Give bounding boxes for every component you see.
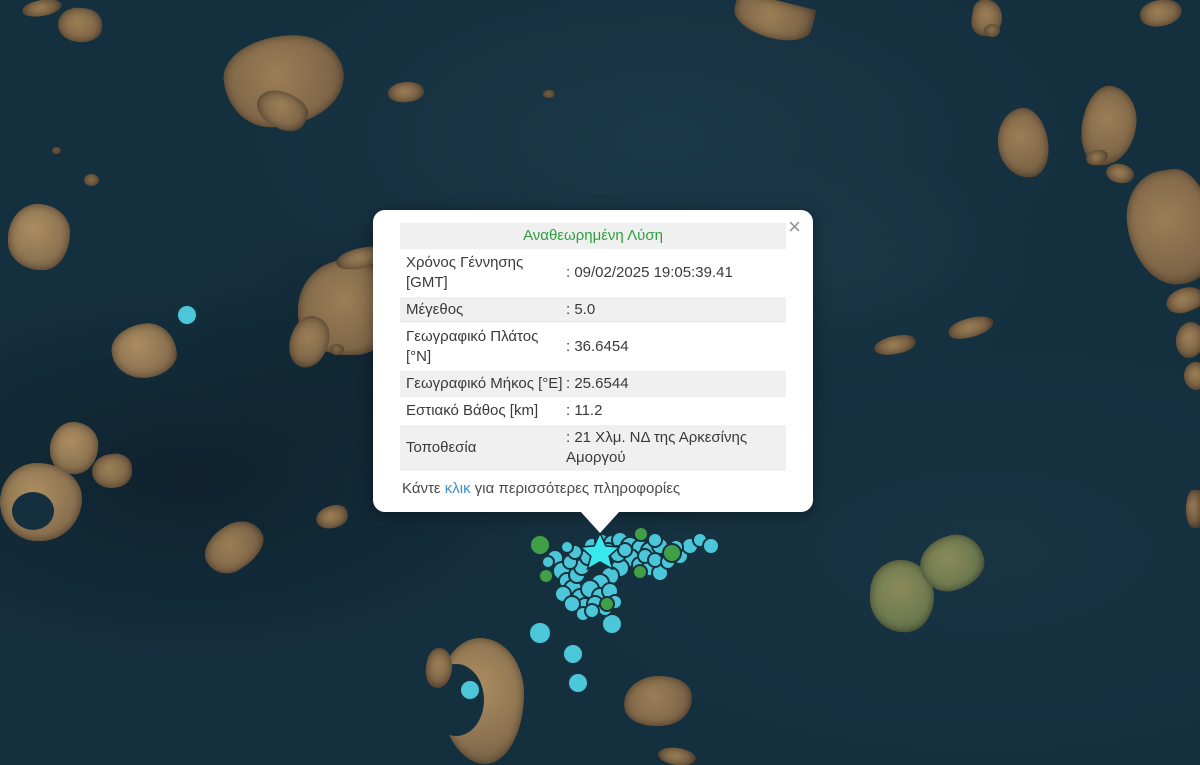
island [1182, 361, 1200, 391]
row-label: Τοποθεσία [406, 439, 477, 456]
earthquake-marker[interactable] [601, 613, 623, 635]
popup-tail-pointer [580, 511, 620, 533]
earthquake-marker[interactable] [632, 564, 648, 580]
island [8, 204, 70, 270]
earthquake-marker[interactable] [647, 532, 663, 548]
island [872, 333, 918, 357]
row-value: : 36.6454 [566, 338, 629, 355]
island [543, 90, 555, 98]
island [330, 344, 344, 355]
island [729, 0, 817, 48]
row-label: Εστιακό Βάθος [km] [406, 402, 539, 419]
earthquake-marker[interactable] [617, 542, 633, 558]
earthquake-marker[interactable] [599, 596, 615, 612]
earthquake-marker[interactable] [662, 543, 682, 563]
popup-footer: Κάντε κλικ για περισσότερες πληροφορίες [400, 479, 786, 499]
earthquake-marker[interactable] [584, 603, 600, 619]
info-row-origin-time: Χρόνος Γέννησης [GMT] : 09/02/2025 19:05… [400, 250, 786, 296]
popup-close-button[interactable]: × [784, 214, 805, 240]
island [1104, 161, 1136, 186]
island [1162, 281, 1200, 319]
island [1173, 320, 1200, 360]
earthquake-marker[interactable] [528, 621, 552, 645]
sea-inlet [12, 492, 54, 530]
row-label: Γεωγραφικό Μήκος [°E] [406, 375, 563, 392]
row-label: Γεωγραφικό Πλάτος [°N] [406, 328, 539, 365]
earthquake-marker[interactable] [633, 526, 649, 542]
island [20, 0, 64, 20]
island [196, 511, 272, 583]
earthquake-marker[interactable] [538, 568, 554, 584]
island [1120, 164, 1200, 291]
island [84, 174, 99, 186]
info-table: Χρόνος Γέννησης [GMT] : 09/02/2025 19:05… [400, 250, 786, 471]
more-info-link[interactable]: κλικ [444, 480, 471, 497]
row-value: : 21 Χλμ. ΝΔ της Αρκεσίνης Αμοργού [566, 429, 748, 466]
earthquake-marker[interactable] [562, 643, 584, 665]
close-icon: × [788, 214, 801, 239]
island [994, 105, 1052, 181]
footer-text-after: για περισσότερες πληροφορίες [470, 480, 681, 497]
island [52, 147, 61, 154]
island [946, 313, 996, 342]
footer-text-before: Κάντε [402, 480, 445, 497]
earthquake-marker[interactable] [560, 540, 574, 554]
earthquake-popup: × Αναθεωρημένη Λύση Χρόνος Γέννησης [GMT… [373, 210, 813, 533]
info-row-magnitude: Μέγεθος : 5.0 [400, 297, 786, 323]
island [1186, 490, 1200, 528]
popup-title: Αναθεωρημένη Λύση [400, 223, 786, 249]
island [313, 502, 351, 532]
earthquake-marker[interactable] [459, 679, 481, 701]
earthquake-marker[interactable] [541, 555, 555, 569]
island [386, 79, 426, 105]
earthquake-marker[interactable] [176, 304, 198, 326]
island [984, 24, 1000, 37]
row-value: : 5.0 [566, 301, 596, 318]
island [621, 672, 695, 730]
row-label: Μέγεθος [406, 301, 464, 318]
island [90, 452, 134, 490]
row-value: : 25.6544 [566, 375, 629, 392]
earthquake-marker[interactable] [702, 537, 720, 555]
info-row-depth: Εστιακό Βάθος [km] : 11.2 [400, 398, 786, 424]
earthquake-marker[interactable] [529, 534, 551, 556]
island [1137, 0, 1185, 31]
info-row-longitude: Γεωγραφικό Μήκος [°E] : 25.6544 [400, 371, 786, 397]
info-row-latitude: Γεωγραφικό Πλάτος [°N] : 36.6454 [400, 324, 786, 370]
earthquake-marker[interactable] [567, 672, 589, 694]
row-label: Χρόνος Γέννησης [GMT] [406, 254, 524, 291]
island [56, 6, 104, 44]
row-value: : 11.2 [566, 402, 603, 419]
row-value: : 09/02/2025 19:05:39.41 [566, 264, 733, 281]
island [107, 318, 181, 384]
epicenter-star-icon[interactable] [580, 532, 620, 570]
island [657, 745, 697, 765]
info-row-location: Τοποθεσία : 21 Χλμ. ΝΔ της Αρκεσίνης Αμο… [400, 425, 786, 471]
